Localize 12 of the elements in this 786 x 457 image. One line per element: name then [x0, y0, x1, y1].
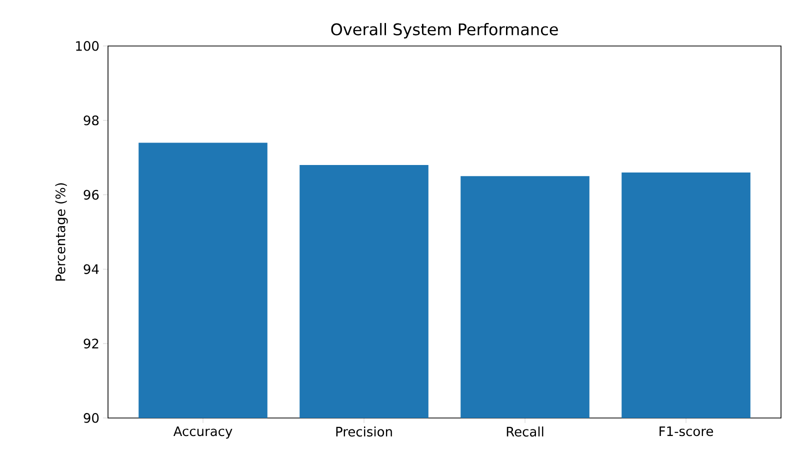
y-tick-label: 98: [84, 115, 99, 126]
y-tick-label: 90: [84, 413, 99, 423]
x-tick-label: Accuracy: [173, 426, 232, 439]
y-tick-label: 100: [76, 41, 99, 51]
chart-title: Overall System Performance: [331, 23, 558, 38]
x-tick-label: Recall: [506, 426, 544, 437]
y-tick-label: 94: [84, 264, 99, 274]
x-tick-label: Precision: [336, 426, 392, 437]
y-tick-label: 92: [84, 338, 98, 349]
x-tick-label: F1-score: [660, 426, 714, 436]
y-axis-title: Percentage (%): [55, 183, 68, 281]
y-tick-label: 96: [84, 190, 99, 200]
